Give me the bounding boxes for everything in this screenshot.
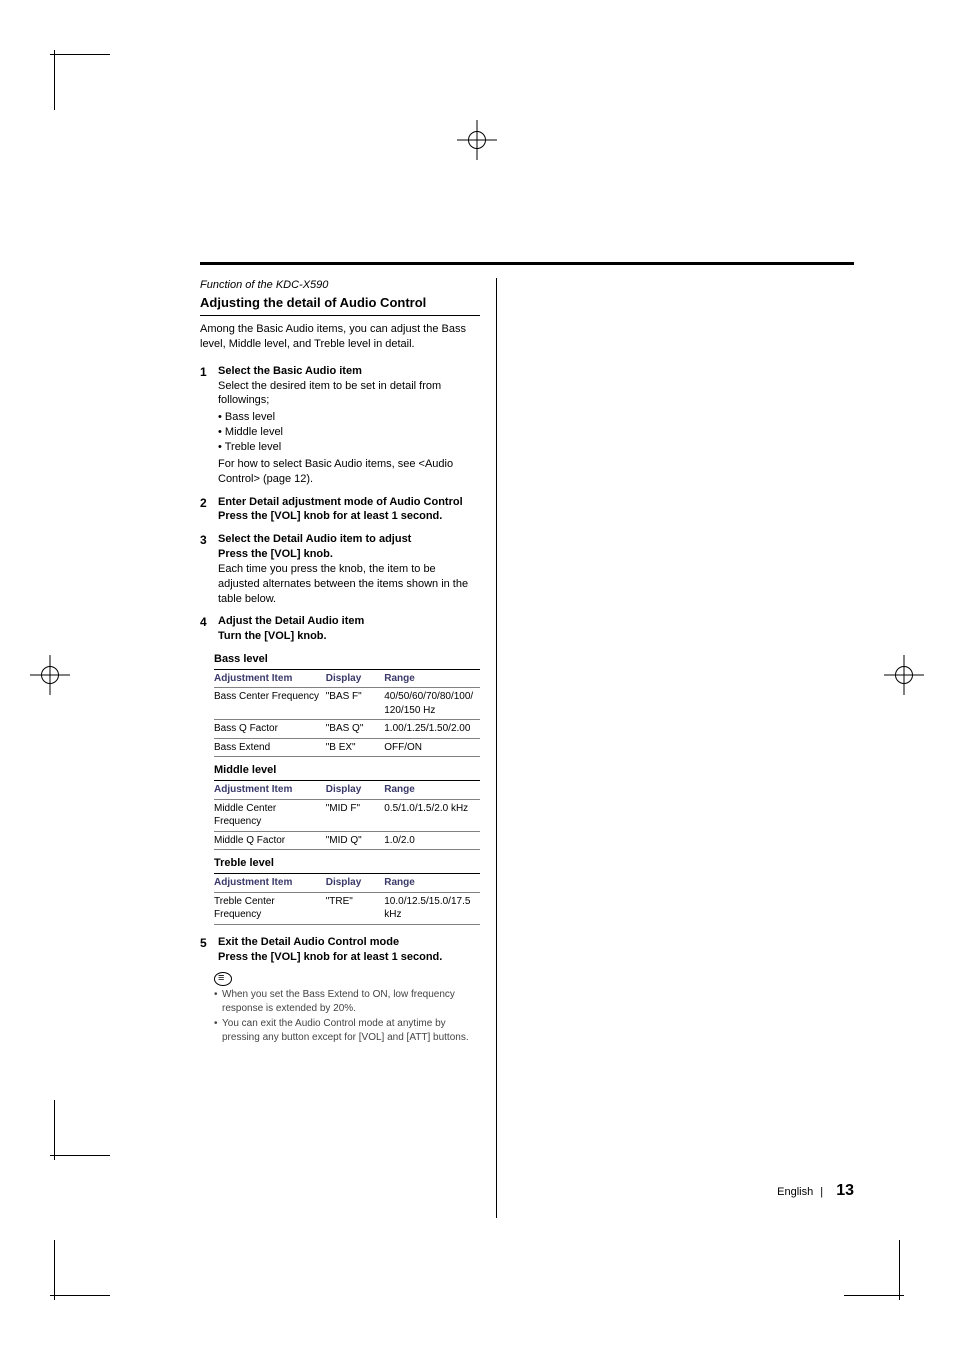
step-subtitle: Press the [VOL] knob for at least 1 seco… [218, 950, 480, 965]
table-cell: "TRE" [326, 892, 385, 924]
step-number: 4 [200, 614, 212, 644]
table-header: Display [326, 781, 385, 800]
step-title: Select the Basic Audio item [218, 364, 480, 379]
table-cell: "MID Q" [326, 831, 385, 850]
middle-table-title: Middle level [214, 763, 480, 778]
treble-table-title: Treble level [214, 856, 480, 871]
step-5: 5 Exit the Detail Audio Control mode Pre… [200, 935, 480, 965]
table-cell: 1.00/1.25/1.50/2.00 [384, 720, 480, 739]
table-header: Adjustment Item [214, 669, 326, 688]
step-text: Select the desired item to be set in det… [218, 379, 480, 409]
step-subtitle: Press the [VOL] knob for at least 1 seco… [218, 509, 480, 524]
note-item: You can exit the Audio Control mode at a… [214, 1017, 480, 1044]
table-cell: Bass Center Frequency [214, 688, 326, 720]
step-number: 5 [200, 935, 212, 965]
registration-mark-left-icon [30, 655, 70, 695]
table-row: Bass Q Factor "BAS Q" 1.00/1.25/1.50/2.0… [214, 720, 480, 739]
table-header: Range [384, 874, 480, 893]
step-title: Enter Detail adjustment mode of Audio Co… [218, 495, 480, 510]
step-text: For how to select Basic Audio items, see… [218, 457, 480, 487]
bullet-item: Treble level [218, 440, 480, 455]
table-header: Display [326, 874, 385, 893]
bullet-item: Middle level [218, 425, 480, 440]
table-cell: 1.0/2.0 [384, 831, 480, 850]
column-divider [496, 278, 497, 1218]
table-cell: OFF/ON [384, 738, 480, 757]
footer-language: English [777, 1186, 813, 1198]
bass-table-title: Bass level [214, 652, 480, 667]
table-row: Middle Center Frequency "MID F" 0.5/1.0/… [214, 799, 480, 831]
table-row: Bass Center Frequency "BAS F" 40/50/60/7… [214, 688, 480, 720]
step-text: Each time you press the knob, the item t… [218, 562, 480, 607]
step-subtitle: Press the [VOL] knob. [218, 547, 480, 562]
step-title: Select the Detail Audio item to adjust [218, 532, 480, 547]
page-footer: English | 13 [777, 1182, 854, 1200]
step-3: 3 Select the Detail Audio item to adjust… [200, 532, 480, 606]
table-header: Adjustment Item [214, 874, 326, 893]
table-cell: "BAS Q" [326, 720, 385, 739]
bullet-item: Bass level [218, 410, 480, 425]
footer-page-number: 13 [836, 1182, 854, 1199]
page-top-rule [200, 262, 854, 265]
table-row: Treble Center Frequency "TRE" 10.0/12.5/… [214, 892, 480, 924]
table-cell: Treble Center Frequency [214, 892, 326, 924]
step-title: Adjust the Detail Audio item [218, 614, 480, 629]
treble-table: Adjustment Item Display Range Treble Cen… [214, 873, 480, 925]
registration-mark-right-icon [884, 655, 924, 695]
step-number: 2 [200, 495, 212, 525]
table-header: Range [384, 781, 480, 800]
step-number: 1 [200, 364, 212, 487]
step-title: Exit the Detail Audio Control mode [218, 935, 480, 950]
step-bullets: Bass level Middle level Treble level [218, 410, 480, 455]
registration-mark-top-icon [457, 120, 497, 160]
section-title: Adjusting the detail of Audio Control [200, 295, 480, 311]
table-cell: Bass Q Factor [214, 720, 326, 739]
table-header: Range [384, 669, 480, 688]
middle-table: Adjustment Item Display Range Middle Cen… [214, 780, 480, 850]
notes-list: When you set the Bass Extend to ON, low … [214, 988, 480, 1044]
table-cell: Middle Center Frequency [214, 799, 326, 831]
title-underline [200, 315, 480, 316]
table-cell: "B EX" [326, 738, 385, 757]
step-1: 1 Select the Basic Audio item Select the… [200, 364, 480, 487]
crop-mark-bottom-right-icon [844, 1240, 914, 1310]
note-item: When you set the Bass Extend to ON, low … [214, 988, 480, 1015]
table-row: Bass Extend "B EX" OFF/ON [214, 738, 480, 757]
step-number: 3 [200, 532, 212, 606]
crop-mark-bottom-left-icon [40, 1240, 110, 1310]
bass-table: Adjustment Item Display Range Bass Cente… [214, 669, 480, 758]
table-cell: 40/50/60/70/80/100/ 120/150 Hz [384, 688, 480, 720]
step-4: 4 Adjust the Detail Audio item Turn the … [200, 614, 480, 644]
footer-separator: | [820, 1186, 823, 1198]
table-cell: Bass Extend [214, 738, 326, 757]
table-cell: 10.0/12.5/15.0/17.5 kHz [384, 892, 480, 924]
table-cell: "BAS F" [326, 688, 385, 720]
crop-mark-left-secondary-icon [40, 1100, 110, 1170]
table-cell: Middle Q Factor [214, 831, 326, 850]
step-subtitle: Turn the [VOL] knob. [218, 629, 480, 644]
table-header: Display [326, 669, 385, 688]
function-of-label: Function of the KDC-X590 [200, 278, 480, 293]
note-icon [214, 972, 232, 986]
intro-text: Among the Basic Audio items, you can adj… [200, 322, 480, 352]
crop-mark-top-left-icon [40, 40, 110, 110]
table-header: Adjustment Item [214, 781, 326, 800]
content-column: Function of the KDC-X590 Adjusting the d… [200, 278, 480, 1046]
table-cell: "MID F" [326, 799, 385, 831]
table-row: Middle Q Factor "MID Q" 1.0/2.0 [214, 831, 480, 850]
table-cell: 0.5/1.0/1.5/2.0 kHz [384, 799, 480, 831]
step-2: 2 Enter Detail adjustment mode of Audio … [200, 495, 480, 525]
